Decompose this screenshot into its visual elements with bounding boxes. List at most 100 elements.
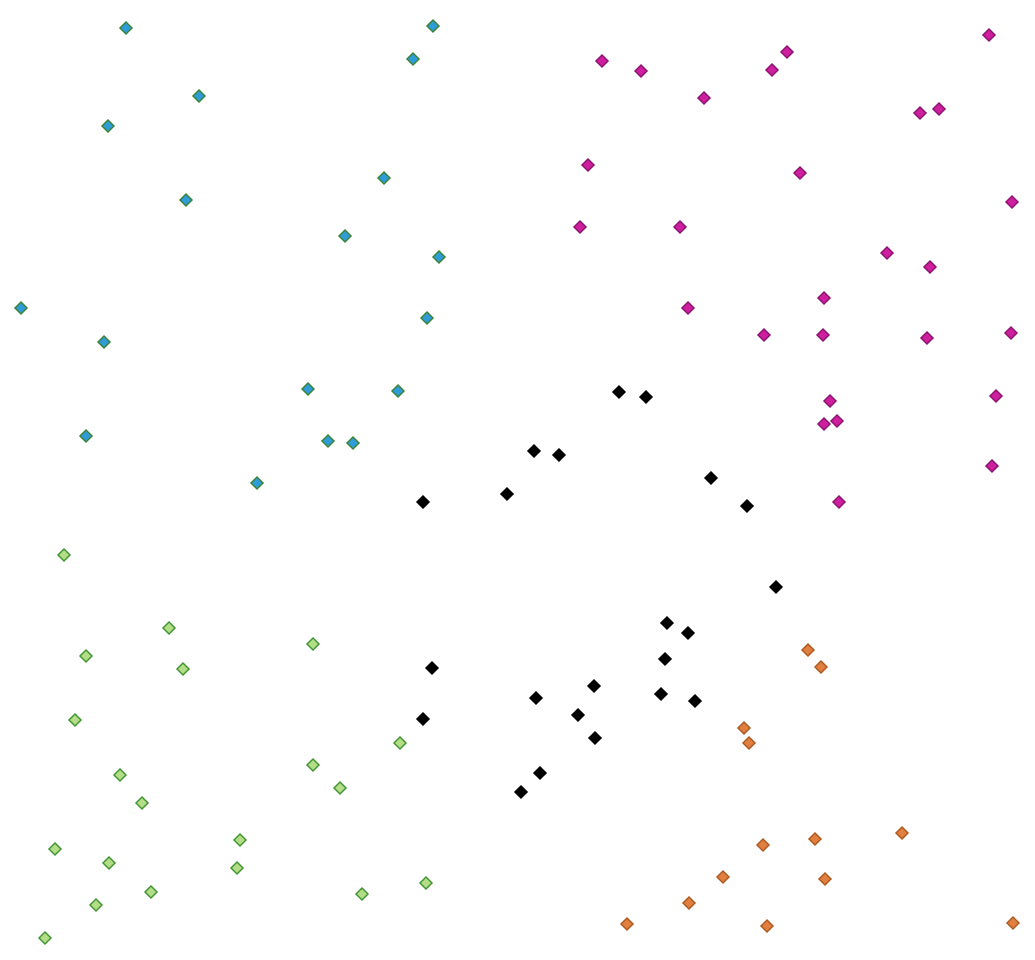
scatter-point-magenta <box>580 157 596 173</box>
scatter-point-green <box>332 780 348 796</box>
scatter-point-black <box>586 678 602 694</box>
scatter-point-black <box>680 625 696 641</box>
scatter-point-magenta <box>680 300 696 316</box>
scatter-point-green <box>134 795 150 811</box>
scatter-point-magenta <box>764 62 780 78</box>
scatter-point-blue <box>320 433 336 449</box>
scatter-point-orange <box>715 869 731 885</box>
scatter-point-green <box>37 930 53 946</box>
scatter-point-blue <box>345 435 361 451</box>
scatter-point-blue <box>191 88 207 104</box>
scatter-point-green <box>143 884 159 900</box>
scatter-point-green <box>78 648 94 664</box>
scatter-point-magenta <box>984 458 1000 474</box>
scatter-point-green <box>67 712 83 728</box>
scatter-point-magenta <box>822 393 838 409</box>
scatter-point-magenta <box>756 327 772 343</box>
scatter-point-black <box>587 730 603 746</box>
scatter-point-green <box>161 620 177 636</box>
series-orange <box>619 642 1021 934</box>
scatter-point-magenta <box>816 416 832 432</box>
scatter-point-orange <box>619 916 635 932</box>
scatter-point-blue <box>390 383 406 399</box>
scatter-point-blue <box>96 334 112 350</box>
scatter-point-blue <box>337 228 353 244</box>
scatter-point-black <box>551 447 567 463</box>
scatter-point-black <box>657 651 673 667</box>
scatter-point-magenta <box>815 327 831 343</box>
scatter-point-orange <box>741 735 757 751</box>
scatter-point-orange <box>681 895 697 911</box>
scatter-point-magenta <box>919 330 935 346</box>
scatter-point-blue <box>405 51 421 67</box>
scatter-point-orange <box>1005 915 1021 931</box>
scatter-point-orange <box>894 825 910 841</box>
scatter-point-magenta <box>922 259 938 275</box>
scatter-point-green <box>229 860 245 876</box>
scatter-point-orange <box>800 642 816 658</box>
scatter-point-orange <box>759 918 775 934</box>
scatter-point-green <box>418 875 434 891</box>
scatter-point-magenta <box>912 105 928 121</box>
scatter-point-black <box>703 470 719 486</box>
scatter-point-green <box>101 855 117 871</box>
scatter-point-black <box>739 498 755 514</box>
scatter-point-black <box>768 579 784 595</box>
scatter-point-black <box>687 693 703 709</box>
scatter-point-green <box>112 767 128 783</box>
scatter-point-black <box>638 389 654 405</box>
scatter-point-orange <box>736 720 752 736</box>
scatter-point-blue <box>431 249 447 265</box>
scatter-point-green <box>305 757 321 773</box>
series-blue <box>13 18 447 491</box>
scatter-point-blue <box>118 20 134 36</box>
series-green <box>37 547 434 946</box>
scatter-point-green <box>56 547 72 563</box>
scatter-point-magenta <box>816 290 832 306</box>
scatter-point-orange <box>755 837 771 853</box>
scatter-point-magenta <box>931 101 947 117</box>
scatter-point-magenta <box>779 44 795 60</box>
scatter-point-blue <box>249 475 265 491</box>
scatter-point-magenta <box>572 219 588 235</box>
scatter-point-black <box>415 494 431 510</box>
scatter-point-blue <box>13 300 29 316</box>
scatter-point-black <box>528 690 544 706</box>
scatter-point-magenta <box>1003 325 1019 341</box>
scatter-point-black <box>653 686 669 702</box>
scatter-point-magenta <box>829 413 845 429</box>
scatter-point-magenta <box>981 27 997 43</box>
scatter-point-green <box>392 735 408 751</box>
series-magenta <box>572 27 1020 510</box>
scatter-point-blue <box>100 118 116 134</box>
scatter-point-blue <box>78 428 94 444</box>
scatter-point-magenta <box>792 165 808 181</box>
scatter-point-magenta <box>879 245 895 261</box>
scatter-point-magenta <box>988 388 1004 404</box>
scatter-point-green <box>88 897 104 913</box>
scatter-point-black <box>424 660 440 676</box>
scatter-point-magenta <box>696 90 712 106</box>
scatter-point-black <box>611 384 627 400</box>
scatter-point-magenta <box>594 53 610 69</box>
scatter-point-green <box>232 832 248 848</box>
scatter-point-magenta <box>672 219 688 235</box>
scatter-point-black <box>499 486 515 502</box>
scatter-point-blue <box>425 18 441 34</box>
scatter-point-black <box>570 707 586 723</box>
scatter-point-orange <box>807 831 823 847</box>
scatter-point-green <box>47 841 63 857</box>
scatter-point-orange <box>813 659 829 675</box>
scatter-point-green <box>354 886 370 902</box>
scatter-point-green <box>305 636 321 652</box>
scatter-point-blue <box>419 310 435 326</box>
scatter-point-blue <box>376 170 392 186</box>
scatter-point-black <box>513 784 529 800</box>
scatter-point-black <box>526 443 542 459</box>
series-black <box>415 384 784 800</box>
scatter-point-magenta <box>1004 194 1020 210</box>
scatter-point-orange <box>817 871 833 887</box>
scatter-point-blue <box>300 381 316 397</box>
scatter-point-green <box>175 661 191 677</box>
